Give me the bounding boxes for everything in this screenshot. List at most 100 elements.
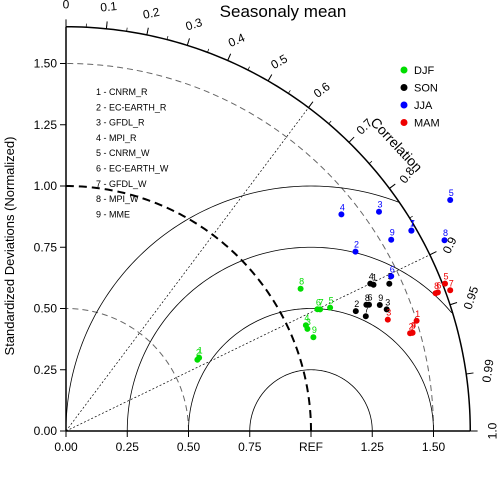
rms-circle-0.25 xyxy=(249,369,373,432)
x-tick-label: REF xyxy=(299,440,323,454)
y-tick-label: 0.25 xyxy=(34,363,58,377)
corr-tick-label: 0.6 xyxy=(311,79,333,100)
y-tick-label: 0.50 xyxy=(34,302,58,316)
corr-tick-label: 0 xyxy=(63,0,70,12)
data-point-label: 9 xyxy=(378,293,383,303)
data-point xyxy=(302,322,309,329)
model-list-item: 8 - MPI_W xyxy=(96,194,139,204)
data-point-label: 1 xyxy=(198,346,203,356)
model-list-item: 1 - CNRM_R xyxy=(96,87,148,97)
data-point-label: 8 xyxy=(365,293,370,303)
x-tick-label: 1.25 xyxy=(361,440,385,454)
legend-label: JJA xyxy=(414,100,433,112)
rms-circle-0.5 xyxy=(188,308,434,432)
data-point-label: 4 xyxy=(304,313,309,323)
data-point xyxy=(376,208,382,215)
data-point-label: 9 xyxy=(390,228,395,238)
x-tick-label: 0.50 xyxy=(177,440,201,454)
corr-tick-mark xyxy=(466,372,474,375)
data-points: 123456789123456789123456789123456789 xyxy=(194,188,454,363)
corr-minor-tick xyxy=(207,48,210,53)
data-point-label: 9 xyxy=(312,325,317,335)
data-point xyxy=(432,290,439,297)
model-list-item: 7 - GFDL_W xyxy=(96,179,147,189)
data-point xyxy=(413,317,420,324)
data-point xyxy=(327,304,334,311)
data-point-label: 6 xyxy=(367,293,372,303)
data-point-label: 4 xyxy=(411,321,416,331)
model-list-item: 3 - GFDL_R xyxy=(96,118,145,128)
data-point xyxy=(194,356,201,363)
legend-label: DJF xyxy=(414,65,434,77)
data-point-label: 4 xyxy=(369,272,374,282)
outer-arc xyxy=(65,26,471,432)
data-point-label: 1 xyxy=(415,309,420,319)
model-list-item: 9 - MME xyxy=(96,209,130,219)
x-tick-label: 0.75 xyxy=(238,440,262,454)
data-point-label: 6 xyxy=(390,264,395,274)
data-point xyxy=(447,197,454,203)
data-point-label: 2 xyxy=(354,240,359,250)
corr-minor-tick xyxy=(449,303,454,306)
chart-title: Seasonaly mean xyxy=(220,2,347,21)
corr-minor-tick xyxy=(288,90,291,94)
model-list-item: 2 - EC-EARTH_R xyxy=(96,102,167,112)
corr-minor-tick xyxy=(308,104,312,108)
corr-tick-label: 0.5 xyxy=(268,51,290,72)
y-axis-label: Standardized Deviations (Normalized) xyxy=(2,137,17,356)
legend-label: MAM xyxy=(414,118,440,130)
y-tick-label: 1.25 xyxy=(34,118,58,132)
corr-tick-label: 0.4 xyxy=(226,30,247,50)
corr-minor-tick xyxy=(429,252,434,256)
x-tick-label: 0.25 xyxy=(116,440,140,454)
corr-minor-tick xyxy=(146,31,148,35)
y-tick-label: 0.00 xyxy=(34,424,58,438)
legend-marker xyxy=(400,84,408,91)
std-arc-1.5 xyxy=(65,63,434,432)
corr-ray-0.6 xyxy=(65,107,309,432)
rms-circle-1 xyxy=(65,185,399,432)
data-point xyxy=(383,306,390,313)
data-point xyxy=(409,329,416,336)
model-list-item: 5 - CNRM_W xyxy=(96,148,150,158)
data-point xyxy=(310,334,317,341)
data-point-label: 7 xyxy=(449,278,454,288)
data-point-label: 2 xyxy=(196,348,201,358)
rms-circle-0.75 xyxy=(126,246,453,432)
data-point-label: 3 xyxy=(306,317,311,327)
data-point-label: 8 xyxy=(443,228,448,238)
data-point-label: 3 xyxy=(386,308,391,318)
corr-tick-label: 0.95 xyxy=(461,284,482,311)
data-point xyxy=(386,280,393,287)
data-point-label: 8 xyxy=(299,277,304,287)
y-tick-label: 1.00 xyxy=(34,179,58,193)
data-point xyxy=(362,313,369,320)
data-point-label: 7 xyxy=(319,297,324,307)
data-point-label: 3 xyxy=(385,297,390,307)
y-tick-label: 0.75 xyxy=(34,240,58,254)
corr-minor-tick xyxy=(348,139,352,143)
data-point-label: 5 xyxy=(449,188,454,198)
data-point-label: 7 xyxy=(364,304,369,314)
corr-minor-tick xyxy=(186,41,189,46)
data-point xyxy=(376,302,383,308)
data-point-label: 3 xyxy=(377,200,382,210)
data-point-label: 9 xyxy=(411,321,416,331)
legend-label: SON xyxy=(414,83,438,95)
data-point-label: 2 xyxy=(409,321,414,331)
corr-tick-label: 0.99 xyxy=(479,358,496,383)
data-point-label: 5 xyxy=(329,296,334,306)
corr-minor-tick xyxy=(409,215,413,219)
corr-minor-tick xyxy=(267,77,271,82)
data-point-label: 8 xyxy=(434,281,439,291)
corr-tick-label: 0.3 xyxy=(184,15,204,33)
std-arc-ref xyxy=(65,185,312,432)
x-tick-label: 0.00 xyxy=(54,440,78,454)
corr-tick-label: 0.2 xyxy=(142,5,161,22)
model-list-item: 4 - MPI_R xyxy=(96,133,137,143)
data-point xyxy=(442,280,448,287)
model-list: 1 - CNRM_R 2 - EC-EARTH_R 3 - GFDL_R 4 - MP… xyxy=(96,87,169,219)
corr-minor-tick xyxy=(247,66,250,71)
data-point-label: 4 xyxy=(340,202,345,212)
